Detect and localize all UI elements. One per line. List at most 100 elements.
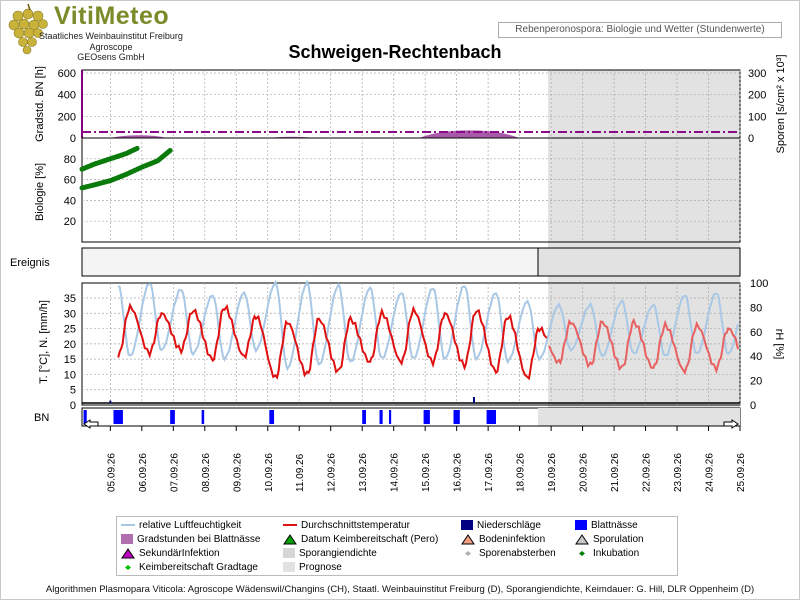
y-tick-label: 0 <box>70 133 76 145</box>
x-tick-label: 16.09.26 <box>453 453 464 492</box>
y-tick-label: 20 <box>64 216 76 228</box>
blattnaesse-bar <box>453 410 460 424</box>
legend-item: SekundärInfektion <box>121 547 220 561</box>
legend-symbol <box>461 534 475 545</box>
y-tick-label: 0 <box>70 400 76 412</box>
blattnaesse-bar <box>379 410 383 424</box>
legend-item: Durchschnittstemperatur <box>283 519 410 533</box>
y-tick-label-right: 200 <box>748 90 766 102</box>
brand-line: GEOsens GmbH <box>77 52 145 62</box>
event-panel <box>81 247 741 277</box>
gradstunden-bump <box>110 135 168 138</box>
y-tick-label-right: 20 <box>750 376 762 388</box>
legend-item: Blattnässe <box>575 519 638 533</box>
precipitation-bar <box>472 397 475 403</box>
y-axis-label: Gradstd. BN [h] <box>34 66 46 142</box>
y-tick-label-right: 40 <box>750 351 762 363</box>
footer-credits: Algorithmen Plasmopara Viticola: Agrosco… <box>45 584 755 595</box>
x-tick-label: 05.09.26 <box>106 453 117 492</box>
x-tick-label: 24.09.26 <box>705 453 716 492</box>
y-tick-label: 35 <box>64 293 76 305</box>
x-tick-label: 20.09.26 <box>579 453 590 492</box>
y-tick-label-right: 100 <box>748 111 766 123</box>
blattnaesse-bar <box>388 410 392 424</box>
x-tick-label: 25.09.26 <box>736 453 747 492</box>
blattnaesse-bar <box>362 410 366 424</box>
y-axis-label-right: rH [%] <box>773 329 785 360</box>
arrow-left-icon[interactable] <box>83 419 99 429</box>
legend-item: Niederschläge <box>461 519 541 533</box>
x-tick-label: 17.09.26 <box>484 453 495 492</box>
legend-symbol <box>461 520 473 531</box>
legend-item: Datum Keimbereitschaft (Pero) <box>283 533 438 547</box>
x-tick-label: 22.09.26 <box>642 453 653 492</box>
legend-label: Durchschnittstemperatur <box>301 520 410 531</box>
x-tick-label: 12.09.26 <box>327 453 338 492</box>
legend-item: Inkubation <box>575 547 639 561</box>
blattnaesse-bar <box>113 410 123 424</box>
precipitation-bar <box>109 400 112 403</box>
y-tick-label: 25 <box>64 324 76 336</box>
arrow-right-icon[interactable] <box>723 419 739 429</box>
x-tick-label: 21.09.26 <box>610 453 621 492</box>
x-tick-label: 07.09.26 <box>169 453 180 492</box>
legend-label: relative Luftfeuchtigkeit <box>139 520 242 531</box>
x-tick-label: 11.09.26 <box>295 453 306 492</box>
biology-series <box>79 147 173 191</box>
event-label: Ereignis <box>10 257 50 269</box>
legend-symbol <box>121 562 135 572</box>
blattnaesse-bar <box>170 410 175 424</box>
x-tick-label: 06.09.26 <box>138 453 149 492</box>
x-tick-label: 23.09.26 <box>673 453 684 492</box>
bn-label: BN <box>34 412 49 424</box>
legend-symbol <box>461 548 475 558</box>
legend-symbol <box>121 534 133 545</box>
y-tick-label: 10 <box>64 369 76 381</box>
x-tick-label: 08.09.26 <box>201 453 212 492</box>
y-tick-label-right: 80 <box>750 302 762 314</box>
legend-label: Prognose <box>299 562 342 573</box>
legend-label: Sporulation <box>593 534 644 545</box>
temperature-line <box>117 302 548 381</box>
legend-label: Sporangiendichte <box>299 548 377 559</box>
y-tick-label: 40 <box>64 195 76 207</box>
y-tick-label-right: 60 <box>750 327 762 339</box>
legend-label: Keimbereitschaft Gradtage <box>139 562 258 573</box>
y-tick-label: 80 <box>64 154 76 166</box>
y-tick-label: 200 <box>58 111 76 123</box>
legend-item: Gradstunden bei Blattnässe <box>121 533 260 547</box>
logo: VitiMeteo Staatliches Weinbauinstitut Fr… <box>4 2 194 64</box>
y-tick-label: 5 <box>70 385 76 397</box>
legend-label: Sporenabsterben <box>479 548 556 559</box>
biology-series <box>79 145 140 172</box>
y-axis-label-right: Sporen [s/cm² x 10³] <box>775 54 787 153</box>
y-tick-label: 400 <box>58 90 76 102</box>
legend-item: Sporangiendichte <box>283 547 377 561</box>
y-tick-label: 60 <box>64 175 76 187</box>
y-axis-label: Biologie [%] <box>34 163 46 221</box>
blattnaesse-bar <box>83 410 87 424</box>
legend: relative Luftfeuchtigkeit Durchschnittste… <box>116 516 678 576</box>
legend-label: Gradstunden bei Blattnässe <box>137 534 261 545</box>
legend-item: Prognose <box>283 561 342 575</box>
legend-symbol <box>283 548 295 559</box>
y-tick-label: 20 <box>64 339 76 351</box>
legend-item: Sporenabsterben <box>461 547 556 561</box>
weather-panel <box>81 279 741 406</box>
y-axis-label: T. [°C], N. [mm/h] <box>38 300 50 384</box>
blattnaesse-bar <box>201 410 205 424</box>
legend-item: Keimbereitschaft Gradtage <box>121 561 258 575</box>
y-tick-label: 15 <box>64 354 76 366</box>
legend-symbol <box>283 562 295 573</box>
legend-item: relative Luftfeuchtigkeit <box>121 519 241 533</box>
legend-symbol <box>575 548 589 558</box>
legend-item: Bodeninfektion <box>461 533 545 547</box>
y-tick-label-right: 0 <box>748 133 754 145</box>
y-tick-label: 600 <box>58 68 76 80</box>
biology-panel <box>79 137 741 243</box>
legend-label: Niederschläge <box>477 520 541 531</box>
legend-label: Inkubation <box>593 548 640 559</box>
x-tick-label: 15.09.26 <box>421 453 432 492</box>
grape-icon <box>8 3 48 55</box>
